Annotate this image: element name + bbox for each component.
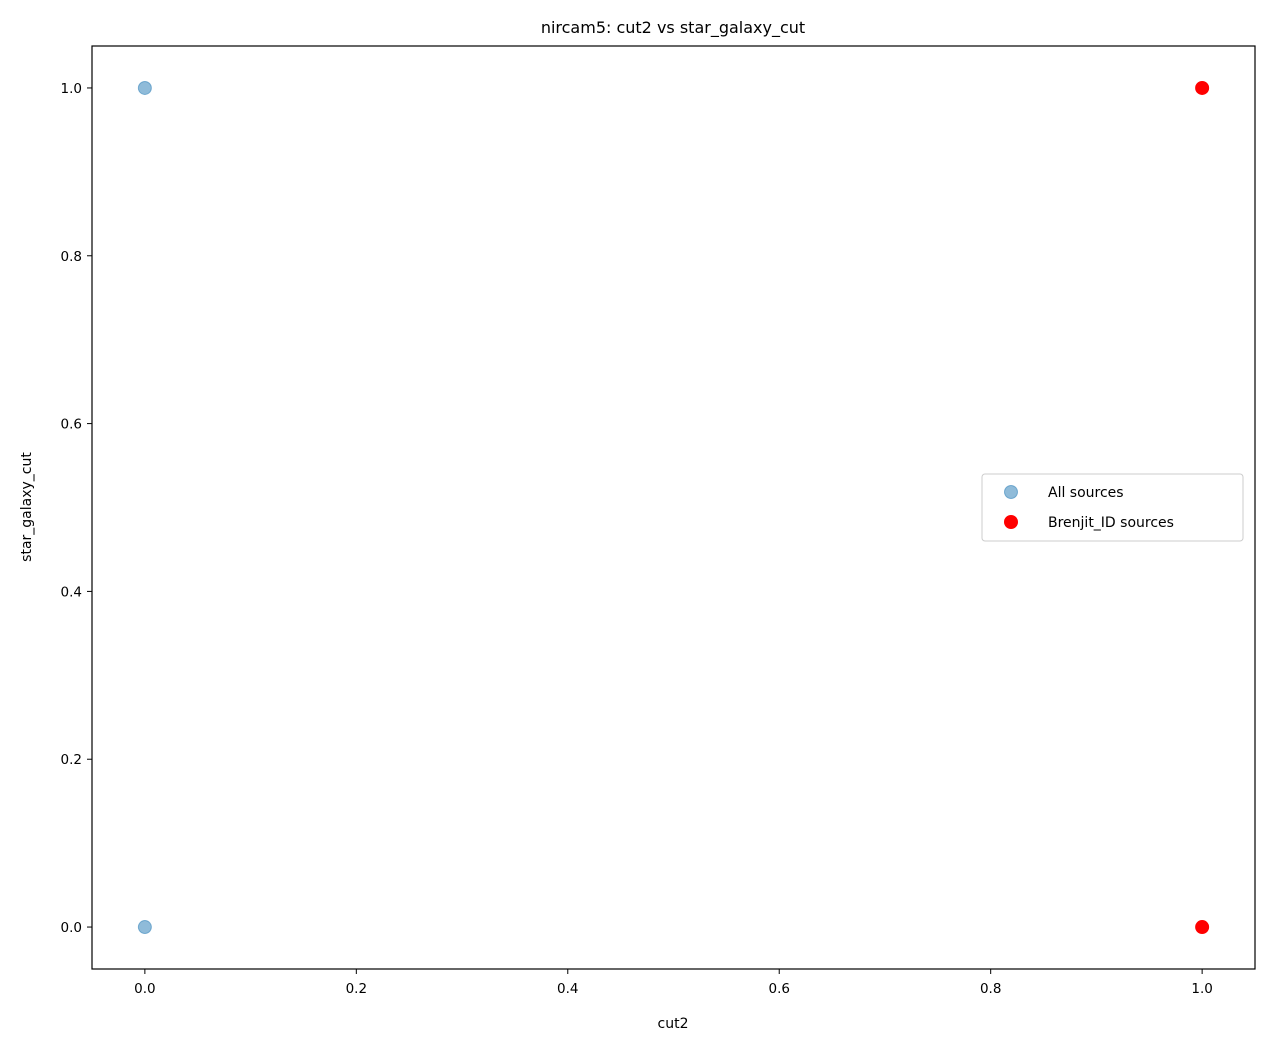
series-all-sources	[137, 80, 152, 935]
series-brenjit-id-sources	[1195, 80, 1210, 935]
x-axis-label: cut2	[658, 1016, 689, 1032]
x-tick-label: 0.0	[134, 981, 155, 997]
y-tick-label: 0.6	[61, 417, 82, 433]
x-tick-label: 0.6	[768, 981, 789, 997]
y-tick-label: 0.8	[61, 249, 82, 265]
data-point	[137, 920, 152, 935]
x-axis-ticks: 0.0 0.2 0.4 0.6 0.8 1.0	[134, 969, 1213, 997]
legend-label: All sources	[1048, 485, 1124, 501]
y-axis-label: star_galaxy_cut	[19, 452, 35, 562]
legend-label: Brenjit_ID sources	[1048, 515, 1174, 531]
chart-title: nircam5: cut2 vs star_galaxy_cut	[541, 18, 805, 38]
x-tick-label: 0.8	[980, 981, 1001, 997]
y-tick-label: 0.0	[61, 920, 82, 936]
data-point	[1195, 80, 1210, 95]
y-tick-label: 0.4	[61, 584, 82, 600]
legend-box	[981, 473, 1244, 542]
y-tick-label: 1.0	[61, 81, 82, 97]
y-axis-ticks: 0.0 0.2 0.4 0.6 0.8 1.0	[61, 81, 92, 936]
data-point	[1195, 920, 1210, 935]
legend-marker	[1004, 485, 1018, 499]
plot-area	[91, 45, 1256, 970]
legend-marker	[1004, 515, 1018, 529]
x-tick-label: 0.4	[557, 981, 578, 997]
data-point	[137, 80, 152, 95]
x-tick-label: 0.2	[346, 981, 367, 997]
y-tick-label: 0.2	[61, 752, 82, 768]
data-points	[137, 80, 1210, 935]
legend: All sources Brenjit_ID sources	[981, 473, 1244, 542]
x-tick-label: 1.0	[1191, 981, 1212, 997]
